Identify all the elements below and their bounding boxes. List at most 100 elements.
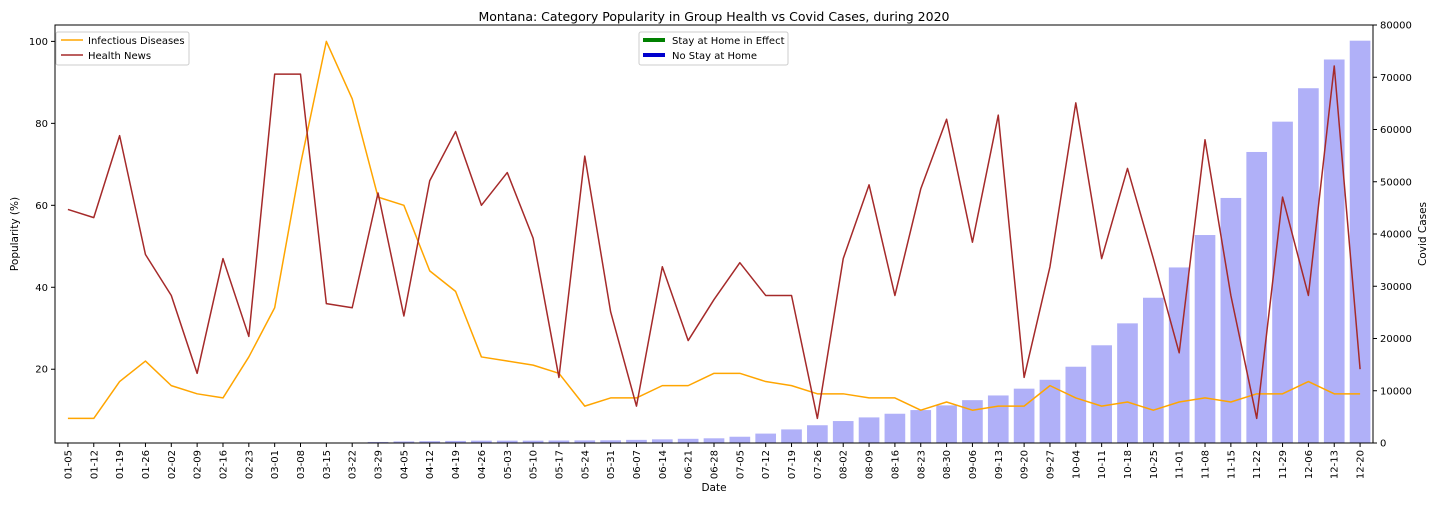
covid-cases-bar	[807, 425, 828, 443]
x-tick-label: 03-15	[322, 450, 333, 479]
x-tick-label: 08-02	[839, 450, 850, 479]
x-tick-label: 05-24	[580, 450, 591, 479]
x-tick-label: 08-09	[865, 450, 876, 479]
y-right-tick-label: 20000	[1380, 334, 1412, 345]
covid-cases-bar	[1013, 388, 1035, 443]
y-right-tick-label: 0	[1380, 439, 1386, 450]
x-tick-label: 05-03	[503, 450, 514, 479]
x-tick-label: 05-17	[554, 450, 565, 479]
legend-categories: Infectious Diseases Health News	[55, 31, 190, 66]
y-right-tick-label: 50000	[1380, 177, 1412, 188]
x-tick-label: 10-11	[1097, 450, 1108, 479]
covid-cases-bar	[1220, 197, 1242, 443]
covid-cases-bar	[858, 417, 880, 443]
covid-cases-bar	[755, 433, 777, 443]
covid-cases-bar	[884, 413, 906, 443]
y-right-tick-label: 40000	[1380, 230, 1412, 241]
x-tick-label: 04-26	[477, 450, 488, 479]
y-axis-right-label: Covid Cases	[1417, 202, 1429, 266]
x-tick-label: 06-14	[658, 450, 669, 479]
covid-cases-bar	[1039, 379, 1061, 443]
covid-cases-bar	[1349, 40, 1371, 444]
x-tick-label: 12-13	[1330, 450, 1341, 479]
y-right-tick-label: 80000	[1380, 21, 1412, 32]
x-tick-label: 10-04	[1071, 450, 1082, 479]
x-tick-label: 08-23	[916, 450, 927, 479]
covid-cases-bar	[987, 395, 1009, 443]
x-tick-label: 06-21	[684, 450, 695, 479]
x-tick-label: 08-30	[942, 450, 953, 479]
covid-cases-bar	[1065, 366, 1087, 443]
x-tick-label: 10-18	[1123, 450, 1134, 479]
legend-label-no-stay-home: No Stay at Home	[672, 51, 757, 62]
covid-cases-bar	[729, 436, 751, 443]
x-tick-label: 02-16	[218, 450, 229, 479]
axes-layer: 01-05 01-12 01-19 01-26 02-02 02-09 02-16 02-23…	[29, 21, 1412, 480]
covid-cases-bar	[832, 421, 854, 443]
chart-title: Montana: Category Popularity in Group He…	[479, 9, 950, 24]
covid-cases-bar	[600, 440, 621, 443]
covid-cases-bar	[1194, 235, 1216, 443]
x-tick-label: 09-20	[1020, 450, 1031, 479]
lines-layer	[67, 40, 1361, 420]
legend-stay-home: Stay at Home in Effect No Stay at Home	[638, 31, 789, 66]
covid-cases-bar	[910, 410, 932, 443]
x-tick-label: 03-01	[270, 450, 281, 479]
x-tick-label: 12-20	[1356, 450, 1367, 479]
y-right-tick-label: 30000	[1380, 282, 1412, 293]
x-tick-label: 12-06	[1304, 450, 1315, 479]
x-tick-label: 01-12	[89, 450, 100, 479]
covid-cases-bar	[703, 438, 725, 443]
y-left-tick-label: 60	[35, 201, 48, 212]
y-right-tick-label: 70000	[1380, 73, 1412, 84]
x-tick-label: 01-19	[115, 450, 126, 479]
x-tick-label: 04-19	[451, 450, 462, 479]
x-tick-label: 02-02	[167, 450, 178, 479]
bars-layer	[367, 40, 1371, 444]
covid-cases-bar	[1091, 345, 1112, 443]
x-tick-label: 11-22	[1252, 450, 1263, 479]
covid-cases-bar	[651, 439, 673, 443]
covid-cases-bar	[1323, 59, 1345, 444]
infectious-diseases-line	[67, 40, 1361, 420]
y-left-tick-label: 20	[35, 365, 48, 376]
covid-cases-bar	[367, 441, 389, 443]
covid-cases-bar	[781, 429, 802, 443]
x-tick-label: 05-10	[529, 450, 540, 479]
x-tick-label: 04-12	[425, 450, 436, 479]
x-tick-label: 02-23	[244, 450, 255, 479]
covid-cases-bar	[1246, 151, 1268, 443]
x-tick-label: 09-06	[968, 450, 979, 479]
covid-cases-bar	[574, 440, 596, 443]
x-tick-label: 03-08	[296, 450, 307, 479]
covid-cases-bar	[445, 440, 466, 443]
y-right-tick-label: 10000	[1380, 386, 1412, 397]
x-tick-label: 06-28	[710, 450, 721, 479]
covid-cases-bar	[1117, 323, 1138, 443]
covid-cases-bar	[1143, 297, 1164, 443]
y-right-tick-label: 60000	[1380, 125, 1412, 136]
x-tick-label: 11-01	[1175, 450, 1186, 479]
legend-label-infectious-diseases: Infectious Diseases	[88, 36, 185, 47]
y-axis-left-label: Popularity (%)	[9, 197, 21, 271]
x-tick-label: 09-13	[994, 450, 1005, 479]
covid-cases-bar	[626, 439, 647, 443]
y-left-tick-label: 40	[35, 283, 48, 294]
x-tick-label: 10-25	[1149, 450, 1160, 479]
x-tick-label: 07-05	[735, 450, 746, 479]
covid-cases-bar	[419, 441, 441, 443]
x-tick-label: 03-29	[374, 450, 385, 479]
x-tick-label: 11-08	[1201, 450, 1212, 479]
legend-stay-home-box	[638, 31, 789, 66]
covid-cases-bar	[1298, 88, 1319, 443]
legend-label-stay-home: Stay at Home in Effect	[672, 36, 785, 47]
covid-cases-bar	[677, 438, 699, 443]
x-tick-label: 09-27	[1045, 450, 1056, 479]
covid-cases-bar	[936, 405, 957, 443]
y-left-tick-label: 80	[35, 119, 48, 130]
covid-cases-bar	[962, 400, 983, 443]
covid-cases-bar	[393, 441, 415, 443]
legend-label-health-news: Health News	[88, 51, 151, 62]
